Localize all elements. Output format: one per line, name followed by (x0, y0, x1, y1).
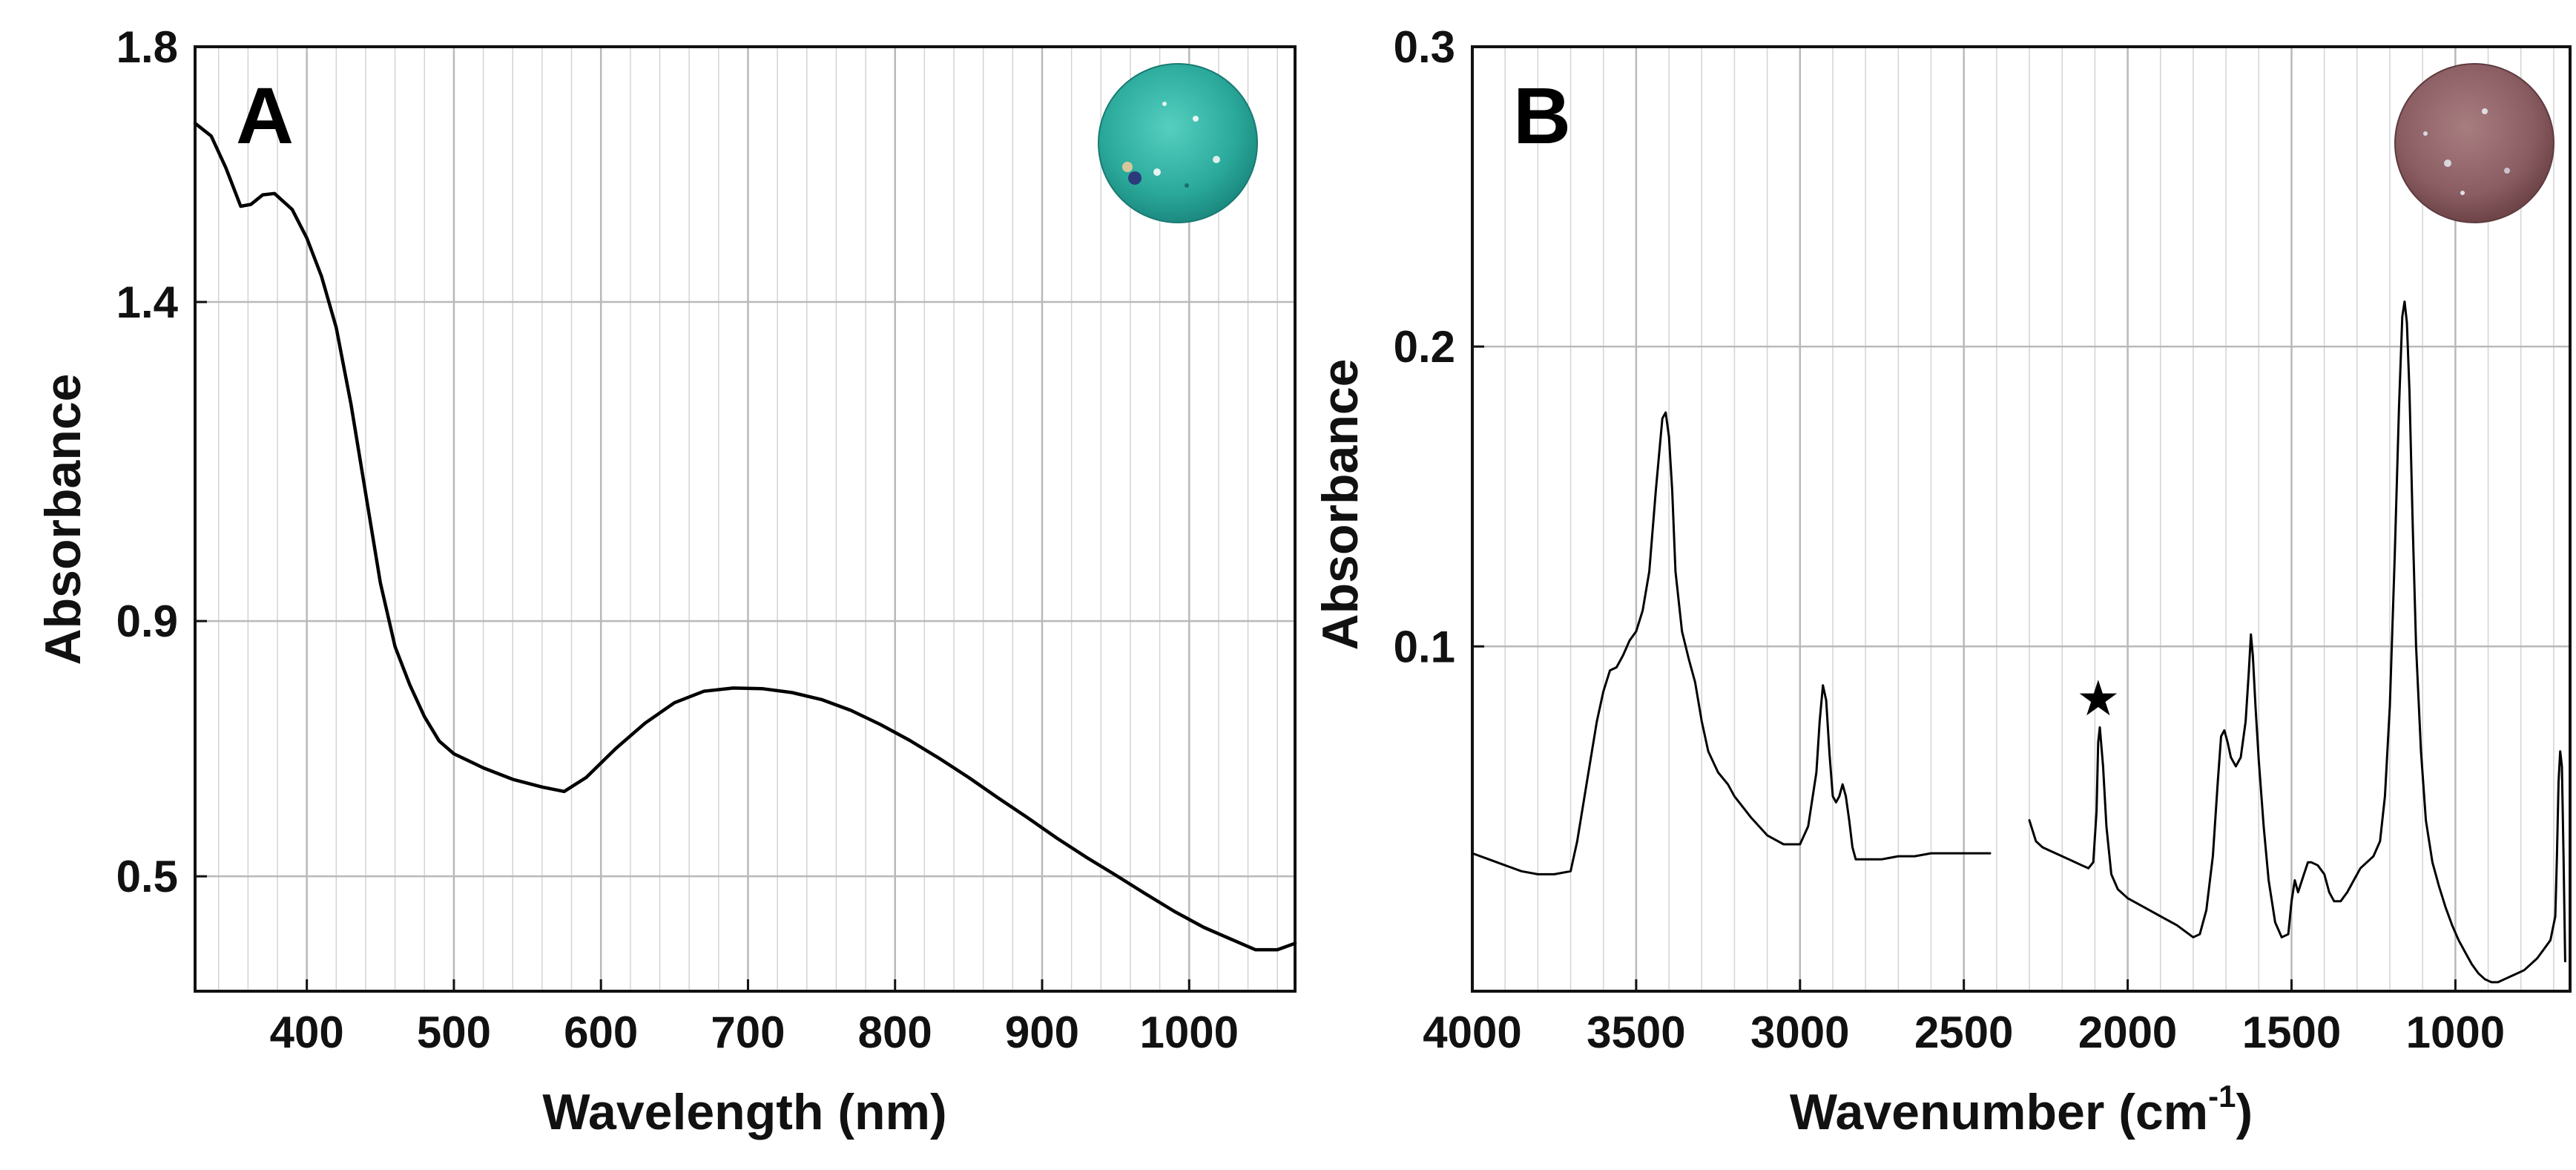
panel-b-y-tick-label: 0.3 (1394, 22, 1455, 72)
panel-a-y-tick-label: 0.5 (116, 852, 178, 901)
panel-a-x-tick-label: 700 (711, 1008, 785, 1057)
panel-b-x-tick-label: 1000 (2406, 1008, 2505, 1057)
panel-a-y-tick-label: 0.9 (116, 596, 178, 646)
panel-a-y-tick-label: 1.8 (116, 22, 178, 72)
panel-b-x-tick-label: 2000 (2078, 1008, 2177, 1057)
panel-b-series-2-line (2028, 300, 2566, 984)
panel-a-tick-labels: 400 500 600 700 800 900 1000 0.5 0.9 1.4 1.8 (116, 22, 1239, 1057)
panel-a-plot-frame (194, 45, 1297, 993)
panel-b-x-tick-label: 4000 (1423, 1008, 1521, 1057)
panel-b-series (1471, 300, 2566, 984)
panel-b-plot-frame (1471, 45, 2572, 993)
panel-a-sample-photo (1098, 63, 1258, 223)
panel-b-star-annotation: ★ (2076, 670, 2120, 727)
panel-a-x-tick-label: 400 (270, 1008, 344, 1057)
panel-b-y-tick-label: 0.2 (1394, 322, 1455, 372)
panel-a-label: A (236, 70, 294, 160)
panel-b-x-tick-label: 2500 (1914, 1008, 2013, 1057)
panel-b-series-1-line (1471, 411, 1992, 875)
panel-b-sample-photo (2394, 63, 2554, 223)
panel-a-x-tick-label: 600 (564, 1008, 638, 1057)
panel-a-x-tick-label: 1000 (1140, 1008, 1239, 1057)
panel-a-y-tick-label: 1.4 (116, 277, 179, 327)
panel-a-x-axis-title: Wavelength (nm) (542, 1084, 946, 1140)
panel-b-grid (1471, 45, 2570, 991)
panel-b-x-tick-label: 3500 (1587, 1008, 1685, 1057)
panel-b-tick-labels: 4000 3500 3000 2500 2000 1500 1000 0.1 0.2 0.3 (1394, 22, 2506, 1057)
panel-a-series (193, 121, 1297, 952)
panel-a-x-tick-label: 900 (1005, 1008, 1079, 1057)
panel-a-x-tick-label: 800 (858, 1008, 932, 1057)
panel-a-ticks (195, 45, 1190, 991)
panel-b-x-tick-label: 1500 (2242, 1008, 2341, 1057)
panel-a-chart: 400 500 600 700 800 900 1000 0.5 0.9 1.4 1.8 A Wav… (35, 22, 1297, 1140)
panel-b-x-tick-label: 3000 (1750, 1008, 1849, 1057)
panel-a-series-1-line (193, 121, 1297, 952)
panel-b-x-axis-title-close: ) (2236, 1084, 2253, 1140)
panel-b-y-axis-title: Absorbance (1312, 359, 1368, 651)
panel-a-x-tick-label: 500 (417, 1008, 491, 1057)
panel-b-x-axis-title-superscript: -1 (2208, 1079, 2236, 1114)
panel-b-ticks (1471, 45, 2457, 991)
panel-b-x-axis-title: Wavenumber (cm-1) (1790, 1079, 2253, 1140)
panel-b-x-axis-title-main: Wavenumber (cm (1790, 1084, 2208, 1140)
panel-b-y-tick-label: 0.1 (1394, 622, 1455, 671)
panel-a-y-axis-title: Absorbance (35, 374, 91, 665)
panel-b-label: B (1513, 70, 1571, 160)
